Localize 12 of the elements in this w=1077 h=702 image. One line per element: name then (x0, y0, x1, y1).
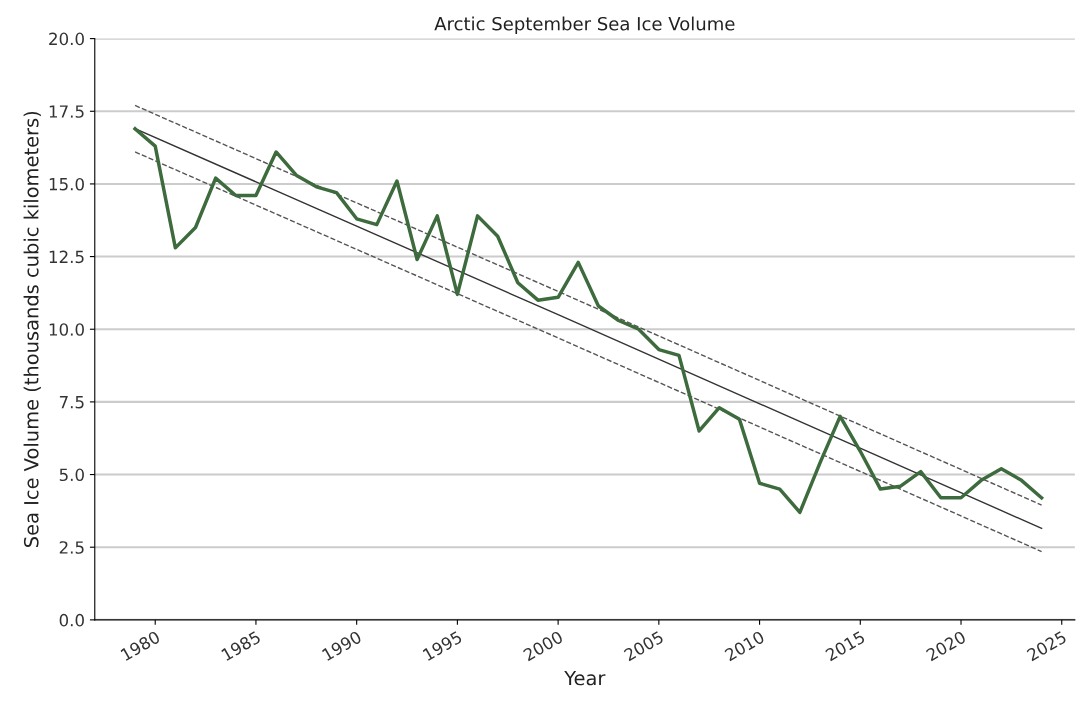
y-tick-label: 2.5 (59, 541, 84, 554)
y-tick-label: 12.5 (49, 250, 84, 264)
y-axis-title: Sea Ice Volume (thousands cubic kilometers) (23, 111, 41, 547)
y-tick-label: 5.0 (59, 468, 84, 482)
y-tick-label: 7.5 (59, 396, 84, 409)
y-tick-label: 0.0 (59, 613, 84, 627)
y-tick-label: 15.0 (49, 177, 84, 191)
y-tick-label: 10.0 (49, 323, 84, 336)
x-axis-title: Year (564, 670, 606, 686)
chart-title: Arctic September Sea Ice Volume (434, 16, 735, 35)
y-tick-label: 20.0 (49, 32, 84, 46)
y-tick-label: 17.5 (49, 105, 84, 118)
